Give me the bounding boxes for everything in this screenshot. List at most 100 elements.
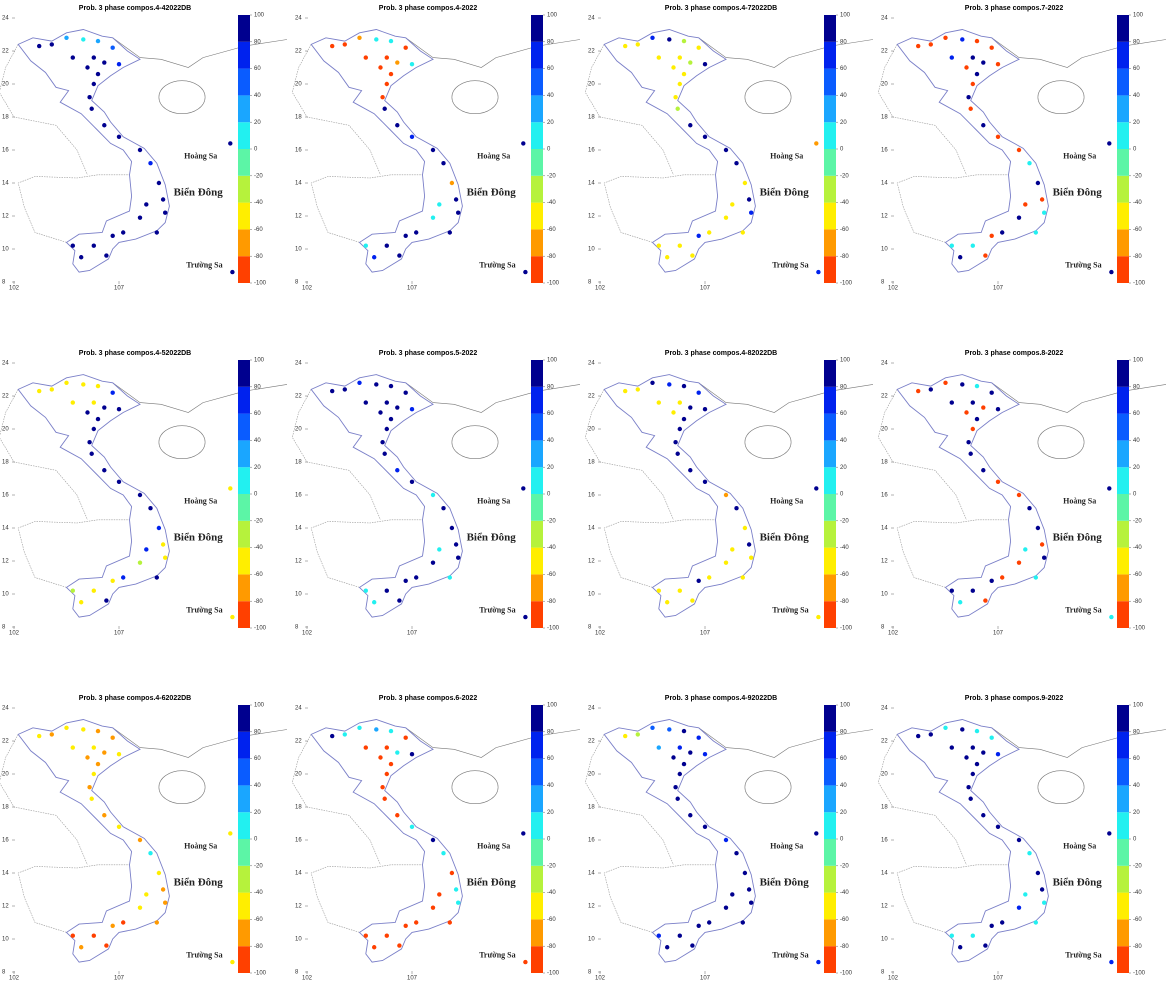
colorbar-tick-label: 80 xyxy=(1133,729,1140,735)
station-dot xyxy=(382,796,387,801)
station-dot xyxy=(673,95,678,100)
station-dot xyxy=(1000,575,1005,580)
place-label: Trường Sa xyxy=(479,260,515,269)
colorbar-band xyxy=(531,919,543,947)
colorbar-tick-label: 0 xyxy=(1133,147,1137,153)
colorbar-tick-label: -20 xyxy=(547,518,556,524)
station-dot xyxy=(943,380,948,385)
station-dot xyxy=(958,255,963,260)
lat-tick-label: 20 xyxy=(295,772,302,778)
lat-tick-label: 12 xyxy=(588,559,595,565)
station-dot xyxy=(928,42,933,47)
station-dot xyxy=(740,575,745,580)
colorbar-tick-label: -80 xyxy=(840,944,849,950)
lat-tick-label: 10 xyxy=(2,247,9,253)
station-dot xyxy=(995,752,1001,757)
map-panel: Prob. 3 phase compos.5-2022 24 22 20 18 16 14 1… xyxy=(291,350,581,637)
station-dot xyxy=(395,123,400,128)
station-dot xyxy=(730,202,735,207)
lat-tick-label: 16 xyxy=(295,838,302,844)
place-label: Trường Sa xyxy=(186,950,222,959)
place-label: Biển Đông xyxy=(467,531,517,543)
station-dot xyxy=(91,426,97,432)
colorbar-tick-label: 60 xyxy=(1133,411,1140,417)
colorbar-tick-label: 100 xyxy=(254,358,265,364)
station-dot xyxy=(91,933,97,938)
station-dot xyxy=(667,382,672,387)
station-dot xyxy=(1027,161,1032,166)
lat-tick-label: 20 xyxy=(588,772,595,778)
station-dot xyxy=(403,233,408,238)
colorbar-band xyxy=(1117,122,1129,149)
colorbar-tick-label: -20 xyxy=(254,863,263,869)
lat-tick-label: 14 xyxy=(2,871,9,877)
colorbar-band xyxy=(1117,839,1129,866)
lat-tick-label: 10 xyxy=(881,937,888,943)
station-dot xyxy=(104,598,109,603)
colorbar-band xyxy=(238,946,250,973)
station-dot xyxy=(1039,542,1045,547)
border xyxy=(17,864,130,933)
colorbar-band xyxy=(824,574,836,602)
station-dot xyxy=(734,506,739,511)
colorbar-tick-label: -80 xyxy=(254,599,263,605)
station-dot xyxy=(437,547,442,552)
lon-tick-label: 107 xyxy=(114,286,125,292)
lat-tick-label: 20 xyxy=(295,82,302,88)
island xyxy=(451,425,499,460)
station-dot xyxy=(690,943,695,948)
station-dot xyxy=(137,905,143,910)
station-dot xyxy=(734,161,739,166)
lat-tick-label: 10 xyxy=(588,247,595,253)
colorbar-tick-label: 40 xyxy=(1133,93,1140,99)
station-dot xyxy=(688,60,693,65)
station-dot xyxy=(110,923,115,928)
station-dot xyxy=(677,55,682,60)
colorbar-tick-label: 0 xyxy=(840,147,844,153)
lat-tick-label: 20 xyxy=(2,772,9,778)
lat-tick-label: 8 xyxy=(881,970,885,976)
station-dot xyxy=(656,400,661,405)
lat-tick-label: 16 xyxy=(881,493,888,499)
colorbar-band xyxy=(531,946,543,973)
panel-title: Prob. 3 phase compos.4-52022DB xyxy=(79,350,191,357)
colorbar-band xyxy=(824,946,836,973)
station-dot xyxy=(949,588,954,593)
station-dot xyxy=(949,243,954,248)
border xyxy=(896,519,1009,588)
colorbar-band xyxy=(238,440,250,468)
station-dot xyxy=(746,887,752,892)
place-label: Trường Sa xyxy=(1065,950,1101,959)
colorbar-tick-label: 20 xyxy=(254,465,261,471)
station-dot xyxy=(970,55,975,60)
map-panel: Prob. 3 phase compos.9-2022 24 22 20 18 16 14 1… xyxy=(877,695,1167,982)
colorbar-tick-label: 100 xyxy=(254,703,265,709)
colorbar-tick-label: -80 xyxy=(254,254,263,260)
lat-tick-label: 20 xyxy=(295,427,302,433)
station-dot xyxy=(91,771,97,777)
station-dot xyxy=(85,65,90,70)
panel-title: Prob. 3 phase compos.4-92022DB xyxy=(665,695,777,702)
station-dot xyxy=(409,134,415,139)
colorbar-tick-label: -60 xyxy=(1133,572,1142,578)
station-dot xyxy=(91,400,97,405)
lat-tick-label: 24 xyxy=(881,361,888,367)
colorbar-band xyxy=(824,467,836,494)
station-dot xyxy=(974,416,980,422)
place-label: Trường Sa xyxy=(186,605,222,614)
colorbar-tick-label: 100 xyxy=(1133,358,1144,364)
colorbar-band xyxy=(531,229,543,257)
station-dot xyxy=(388,71,394,77)
lat-tick-label: 8 xyxy=(2,625,6,631)
station-dot xyxy=(964,755,969,760)
lat-tick-label: 8 xyxy=(588,280,592,286)
lon-tick-label: 107 xyxy=(993,976,1004,982)
station-dot xyxy=(95,761,101,767)
station-dot xyxy=(814,831,819,836)
colorbar-tick-label: -40 xyxy=(1133,890,1142,896)
lat-tick-label: 10 xyxy=(295,937,302,943)
colorbar-band xyxy=(238,865,250,893)
island xyxy=(158,80,206,114)
station-dot xyxy=(1039,197,1045,202)
lat-tick-label: 24 xyxy=(295,361,302,367)
